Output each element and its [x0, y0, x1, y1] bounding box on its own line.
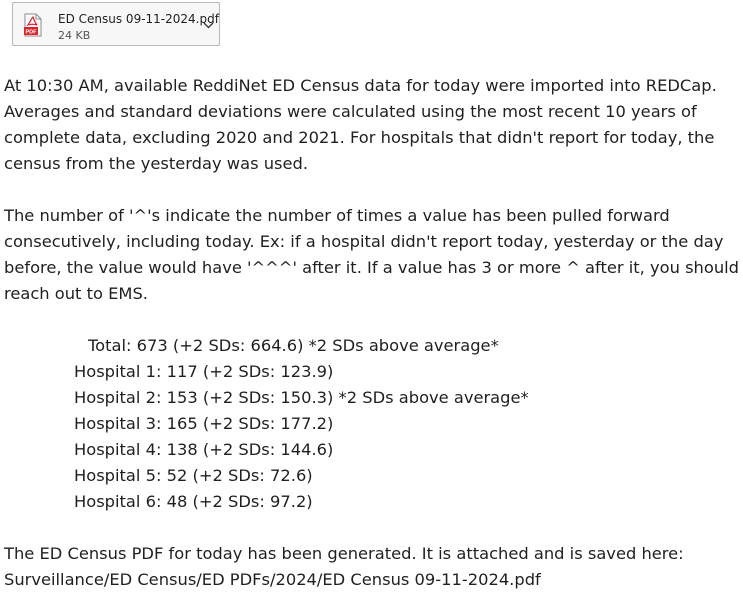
census-row-hospital-4: Hospital 4: 138 (+2 SDs: 144.6) — [74, 440, 334, 459]
caret-explanation-line: before, the value would have '^^^' after… — [4, 258, 740, 277]
intro-line: complete data, excluding 2020 and 2021. … — [4, 128, 715, 147]
file-path-line: Surveillance/ED Census/ED PDFs/2024/ED C… — [4, 570, 541, 589]
chevron-down-icon[interactable] — [203, 22, 214, 29]
caret-explanation-line: reach out to EMS. — [4, 284, 148, 303]
intro-line: At 10:30 AM, available ReddiNet ED Censu… — [4, 76, 717, 95]
caret-explanation-line: consecutively, including today. Ex: if a… — [4, 232, 724, 251]
caret-explanation-line: The number of '^'s indicate the number o… — [4, 206, 670, 225]
intro-line: Averages and standard deviations were ca… — [4, 102, 697, 121]
census-row-hospital-2: Hospital 2: 153 (+2 SDs: 150.3) *2 SDs a… — [74, 388, 529, 407]
census-row-hospital-3: Hospital 3: 165 (+2 SDs: 177.2) — [74, 414, 334, 433]
message-body: At 10:30 AM, available ReddiNet ED Censu… — [4, 73, 740, 593]
pdf-icon-label: PDF — [26, 30, 38, 36]
intro-line: census from the yesterday was used. — [4, 154, 309, 173]
attachment-card[interactable]: PDF ED Census 09-11-2024.pdf 24 KB — [12, 2, 220, 46]
closing-line: The ED Census PDF for today has been gen… — [4, 544, 684, 563]
pdf-file-icon: PDF — [24, 13, 42, 37]
census-total: Total: 673 (+2 SDs: 664.6) *2 SDs above … — [88, 336, 499, 355]
census-row-hospital-5: Hospital 5: 52 (+2 SDs: 72.6) — [74, 466, 313, 485]
attachment-file-name[interactable]: ED Census 09-11-2024.pdf — [58, 12, 219, 26]
attachment-file-size: 24 KB — [58, 29, 91, 42]
census-row-hospital-6: Hospital 6: 48 (+2 SDs: 97.2) — [74, 492, 313, 511]
census-row-hospital-1: Hospital 1: 117 (+2 SDs: 123.9) — [74, 362, 334, 381]
